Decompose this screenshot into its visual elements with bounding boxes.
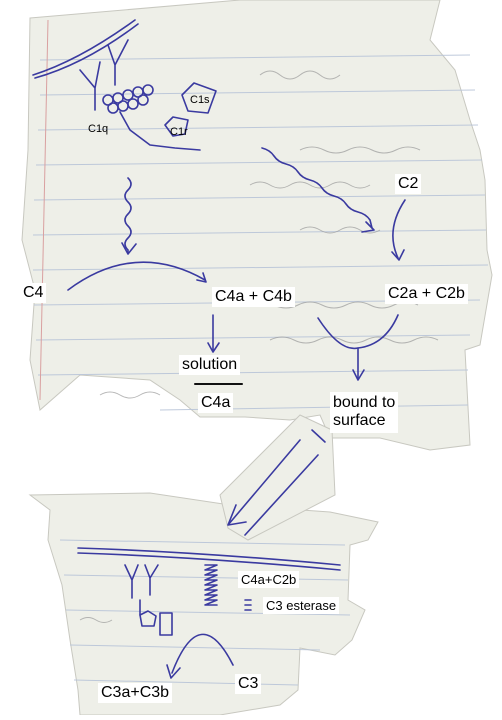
c1-small-shape bbox=[139, 610, 157, 627]
label-c3a-c3b: C3a+C3b bbox=[98, 683, 173, 703]
label-c4a: C4a bbox=[198, 393, 234, 413]
label-c3: C3 bbox=[235, 674, 262, 694]
c4b2a-coil bbox=[204, 564, 218, 606]
antibody-2 bbox=[107, 39, 129, 86]
label-surface: surface bbox=[333, 412, 386, 430]
c1q-complex bbox=[102, 84, 201, 151]
label-bound-to-surface: bound to surface bbox=[330, 392, 399, 433]
curved-arrow-c4 bbox=[67, 261, 206, 291]
c1s-shape bbox=[181, 82, 217, 114]
label-c3-esterase: C3 esterase bbox=[263, 597, 340, 614]
label-solution: solution bbox=[179, 355, 241, 375]
label-c4a-c2b: C4a+C2b bbox=[238, 571, 300, 588]
label-c1r: C1r bbox=[170, 126, 188, 138]
membrane-curve-top bbox=[32, 19, 136, 76]
membrane-curve-bottom bbox=[77, 547, 341, 566]
wavy-arrow-c4 bbox=[124, 177, 132, 253]
big-arrow bbox=[227, 439, 319, 536]
antibody-1 bbox=[79, 61, 101, 111]
c3-split-arrow bbox=[171, 633, 234, 674]
label-c2a-c2b: C2a + C2b bbox=[385, 284, 468, 304]
c1r-shape bbox=[164, 116, 189, 137]
paper-scrap-top bbox=[21, 0, 493, 451]
label-c4: C4 bbox=[20, 283, 47, 303]
curved-arrow-c2 bbox=[392, 199, 406, 259]
paper-scrap-arrow bbox=[219, 414, 336, 541]
c1-small-rect bbox=[159, 612, 173, 636]
label-c4a-c4b: C4a + C4b bbox=[212, 287, 295, 307]
antibody-3 bbox=[124, 564, 139, 599]
label-c1s: C1s bbox=[190, 94, 210, 106]
antibody-4 bbox=[144, 564, 159, 596]
ink-drawing bbox=[32, 19, 406, 679]
paper-scrap-bottom bbox=[28, 492, 379, 716]
label-bound-to: bound to bbox=[333, 394, 396, 411]
margin-line bbox=[39, 19, 49, 401]
wavy-arrow-c2 bbox=[261, 147, 373, 229]
label-c2: C2 bbox=[395, 174, 422, 194]
label-c1q: C1q bbox=[88, 123, 109, 135]
